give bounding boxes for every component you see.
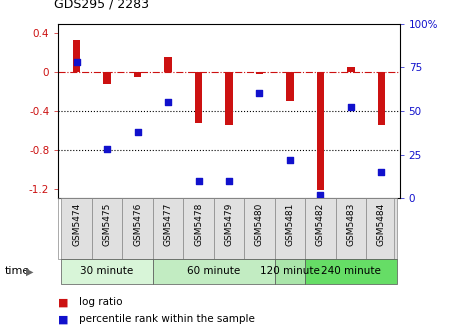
Text: GSM5476: GSM5476 [133,203,142,246]
Point [286,157,294,163]
Text: GSM5474: GSM5474 [72,203,81,246]
Bar [164,57,172,72]
Bar [305,259,396,284]
Bar [335,198,366,259]
Text: GSM5480: GSM5480 [255,203,264,246]
Text: 60 minute: 60 minute [187,266,240,276]
Text: percentile rank within the sample: percentile rank within the sample [79,314,255,324]
Text: GDS295 / 2283: GDS295 / 2283 [54,0,149,10]
Bar [183,198,214,259]
Bar [347,67,355,72]
Bar [305,198,336,259]
Point [195,178,202,183]
Text: 30 minute: 30 minute [80,266,134,276]
Text: GSM5483: GSM5483 [346,203,355,246]
Bar [366,198,396,259]
Bar [214,198,244,259]
Bar [275,198,305,259]
Text: 120 minute: 120 minute [260,266,320,276]
Bar [122,198,153,259]
Bar [153,259,275,284]
Bar [153,198,183,259]
Text: GSM5475: GSM5475 [103,203,112,246]
Point [134,129,141,134]
Bar [225,72,233,125]
Bar [255,72,263,74]
Point [164,99,172,105]
Text: ■: ■ [58,297,69,307]
Text: GSM5478: GSM5478 [194,203,203,246]
Point [347,105,354,110]
Bar [92,198,122,259]
Bar [62,198,92,259]
Text: log ratio: log ratio [79,297,122,307]
Point [104,146,111,152]
Bar [62,259,153,284]
Text: ▶: ▶ [26,266,34,276]
Text: GSM5482: GSM5482 [316,203,325,246]
Text: time: time [4,266,30,276]
Bar [244,198,275,259]
Text: ■: ■ [58,314,69,324]
Bar [275,259,305,284]
Point [378,169,385,175]
Text: GSM5481: GSM5481 [286,203,295,246]
Bar [195,72,202,123]
Point [317,192,324,198]
Point [73,59,80,65]
Text: GSM5479: GSM5479 [224,203,233,246]
Bar [286,72,294,101]
Point [256,91,263,96]
Text: 240 minute: 240 minute [321,266,381,276]
Text: GSM5484: GSM5484 [377,203,386,246]
Bar [103,72,111,84]
Point [225,178,233,183]
Bar [378,72,385,125]
Bar [134,72,141,77]
Bar [73,40,80,72]
Text: GSM5477: GSM5477 [163,203,172,246]
Bar [317,72,324,191]
